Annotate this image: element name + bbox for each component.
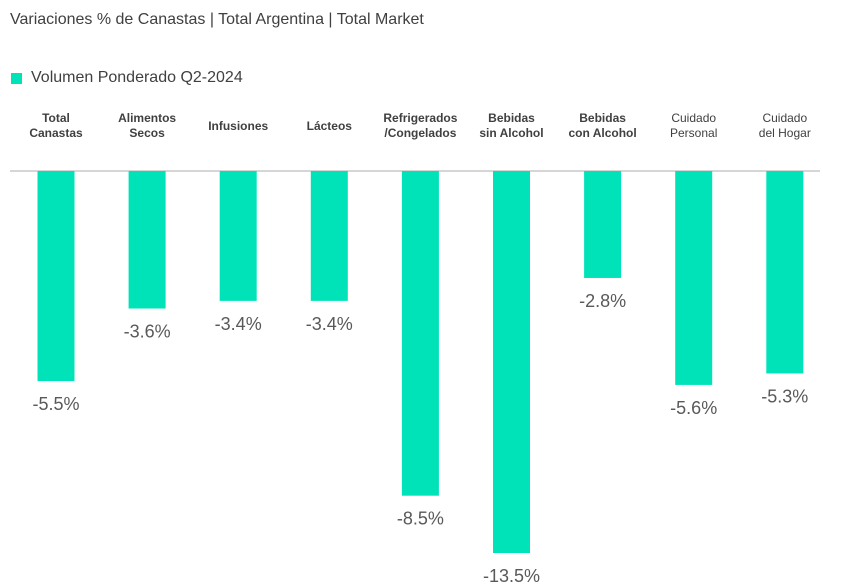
legend-label: Volumen Ponderado Q2-2024 <box>31 69 243 86</box>
category-label: Cuidado Personal <box>670 111 717 140</box>
bar <box>219 171 257 301</box>
category-label: Bebidas con Alcohol <box>568 111 636 140</box>
category-label: Lácteos <box>307 119 353 133</box>
bar <box>128 171 166 309</box>
data-label: -8.5% <box>397 509 444 529</box>
bar <box>37 171 75 382</box>
category-label: Refrigerados/Congelados <box>383 111 457 140</box>
data-label: -13.5% <box>483 566 540 586</box>
data-label: -3.4% <box>306 314 353 334</box>
category-label: Alimentos Secos <box>118 111 176 140</box>
data-label: -5.6% <box>670 398 717 418</box>
bar <box>766 171 804 374</box>
category-label: Infusiones <box>208 119 268 133</box>
data-label: -3.6% <box>124 322 171 342</box>
bar <box>310 171 348 301</box>
bar <box>584 171 622 278</box>
category-label: Total Canastas <box>29 111 83 140</box>
data-label: -5.3% <box>761 386 808 406</box>
data-label: -3.4% <box>215 314 262 334</box>
bar <box>675 171 713 385</box>
legend: Volumen Ponderado Q2-2024 <box>11 69 243 87</box>
bar <box>493 171 530 553</box>
category-label: Bebidas sin Alcohol <box>479 111 543 140</box>
data-label: -5.5% <box>32 394 79 414</box>
bar <box>401 171 439 496</box>
chart-title: Variaciones % de Canastas | Total Argent… <box>10 11 424 28</box>
category-label: Cuidado del Hogar <box>759 111 811 140</box>
legend-swatch <box>11 72 22 84</box>
data-label: -2.8% <box>579 291 626 311</box>
